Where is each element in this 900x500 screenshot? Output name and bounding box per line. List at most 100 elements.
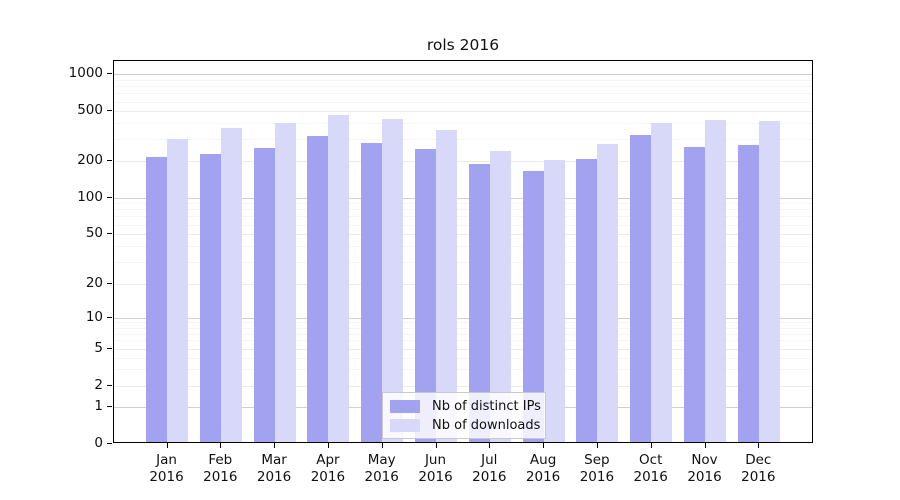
bar-distinct-ips-jun bbox=[415, 148, 436, 442]
x-tick-label-mar: Mar 2016 bbox=[256, 452, 292, 485]
y-tick-mark-1000 bbox=[107, 73, 112, 75]
gridline-300 bbox=[114, 138, 812, 140]
x-tick-label-nov: Nov 2016 bbox=[687, 452, 722, 485]
x-tick-mark-apr bbox=[327, 443, 329, 448]
plot-area: Nb of distinct IPs Nb of downloads bbox=[113, 60, 813, 443]
x-tick-mark-jan bbox=[166, 443, 168, 448]
bar-downloads-jan bbox=[167, 138, 188, 442]
y-tick-label-2: 2 bbox=[94, 377, 103, 393]
gridline-60 bbox=[114, 224, 812, 226]
x-tick-label-feb: Feb 2016 bbox=[203, 452, 238, 485]
y-tick-mark-0 bbox=[107, 443, 112, 444]
x-tick-mark-nov bbox=[704, 443, 706, 448]
legend-label-distinct-ips: Nb of distinct IPs bbox=[432, 398, 541, 414]
bar-downloads-feb bbox=[220, 128, 242, 442]
gridline-20 bbox=[114, 283, 812, 285]
bar-downloads-may bbox=[382, 119, 404, 442]
y-tick-label-0: 0 bbox=[94, 435, 103, 451]
bar-downloads-dec bbox=[758, 121, 780, 442]
x-tick-mark-feb bbox=[220, 443, 222, 448]
bar-distinct-ips-jan bbox=[146, 157, 167, 442]
bar-downloads-aug bbox=[543, 160, 565, 442]
y-tick-mark-10 bbox=[107, 316, 112, 318]
gridline-8 bbox=[114, 327, 812, 329]
legend-label-downloads: Nb of downloads bbox=[432, 417, 541, 433]
bar-downloads-mar bbox=[274, 122, 296, 442]
x-tick-mark-jun bbox=[435, 443, 437, 448]
bar-distinct-ips-sep bbox=[576, 159, 598, 442]
bar-downloads-sep bbox=[597, 144, 619, 442]
legend: Nb of distinct IPs Nb of downloads bbox=[382, 392, 546, 439]
bar-distinct-ips-oct bbox=[630, 135, 652, 442]
gridline-40 bbox=[114, 246, 812, 248]
y-tick-mark-1 bbox=[107, 406, 112, 407]
gridline-9 bbox=[114, 322, 812, 324]
bar-distinct-ips-apr bbox=[307, 136, 329, 442]
x-tick-label-may: May 2016 bbox=[364, 452, 399, 485]
legend-swatch-distinct-ips bbox=[390, 399, 420, 413]
bar-downloads-jul bbox=[489, 150, 511, 442]
gridline-600 bbox=[114, 101, 812, 103]
bar-distinct-ips-dec bbox=[737, 145, 759, 442]
legend-entry-distinct-ips: Nb of distinct IPs bbox=[390, 399, 545, 414]
y-tick-mark-5 bbox=[107, 347, 112, 349]
y-tick-label-20: 20 bbox=[85, 274, 103, 291]
x-tick-label-sep: Sep 2016 bbox=[579, 452, 615, 485]
gridline-1000 bbox=[114, 74, 812, 76]
gridline-2 bbox=[114, 386, 812, 387]
y-tick-label-1000: 1000 bbox=[68, 65, 103, 82]
bar-distinct-ips-mar bbox=[253, 147, 275, 442]
x-tick-label-jan: Jan 2016 bbox=[149, 452, 184, 485]
y-tick-mark-500 bbox=[107, 110, 112, 112]
bar-distinct-ips-jul bbox=[468, 164, 490, 442]
y-tick-mark-20 bbox=[107, 282, 112, 284]
chart-title: rols 2016 bbox=[426, 36, 500, 54]
gridline-70 bbox=[114, 216, 812, 218]
bar-distinct-ips-feb bbox=[199, 154, 221, 442]
x-tick-label-dec: Dec 2016 bbox=[741, 452, 776, 485]
legend-entry-downloads: Nb of downloads bbox=[390, 418, 545, 433]
y-tick-mark-100 bbox=[107, 196, 112, 198]
x-tick-mark-mar bbox=[274, 443, 276, 448]
y-tick-label-200: 200 bbox=[77, 151, 103, 168]
x-tick-label-oct: Oct 2016 bbox=[633, 452, 668, 485]
bar-downloads-jun bbox=[436, 130, 457, 442]
gridline-700 bbox=[114, 93, 812, 95]
gridline-4 bbox=[114, 357, 812, 359]
bar-distinct-ips-aug bbox=[522, 171, 544, 442]
gridline-400 bbox=[114, 123, 812, 125]
gridline-200 bbox=[114, 160, 812, 162]
gridline-7 bbox=[114, 333, 812, 335]
gridline-80 bbox=[114, 209, 812, 211]
gridline-100 bbox=[114, 197, 812, 199]
bar-downloads-oct bbox=[651, 122, 673, 442]
x-tick-label-jul: Jul 2016 bbox=[472, 452, 507, 485]
gridline-30 bbox=[114, 261, 812, 263]
gridline-3 bbox=[114, 369, 812, 371]
legend-swatch-downloads bbox=[390, 418, 420, 432]
y-tick-label-5: 5 bbox=[94, 339, 103, 356]
gridline-6 bbox=[114, 340, 812, 342]
y-tick-label-1: 1 bbox=[94, 398, 103, 414]
x-tick-mark-sep bbox=[596, 443, 598, 448]
bar-downloads-nov bbox=[705, 119, 726, 442]
y-tick-mark-200 bbox=[107, 159, 112, 161]
y-tick-label-500: 500 bbox=[77, 102, 103, 119]
gridline-800 bbox=[114, 86, 812, 88]
x-tick-mark-dec bbox=[758, 443, 760, 448]
bar-downloads-apr bbox=[328, 115, 350, 442]
bar-distinct-ips-nov bbox=[684, 147, 705, 442]
gridline-90 bbox=[114, 203, 812, 205]
gridline-50 bbox=[114, 234, 812, 235]
gridline-5 bbox=[114, 348, 812, 350]
x-tick-mark-jul bbox=[489, 443, 491, 448]
gridline-500 bbox=[114, 111, 812, 113]
x-tick-mark-aug bbox=[543, 443, 545, 448]
x-tick-label-jun: Jun 2016 bbox=[418, 452, 453, 485]
gridline-900 bbox=[114, 79, 812, 81]
y-tick-label-100: 100 bbox=[77, 188, 103, 205]
bar-distinct-ips-may bbox=[361, 143, 383, 442]
gridline-10 bbox=[114, 317, 812, 319]
y-tick-label-50: 50 bbox=[85, 225, 103, 241]
